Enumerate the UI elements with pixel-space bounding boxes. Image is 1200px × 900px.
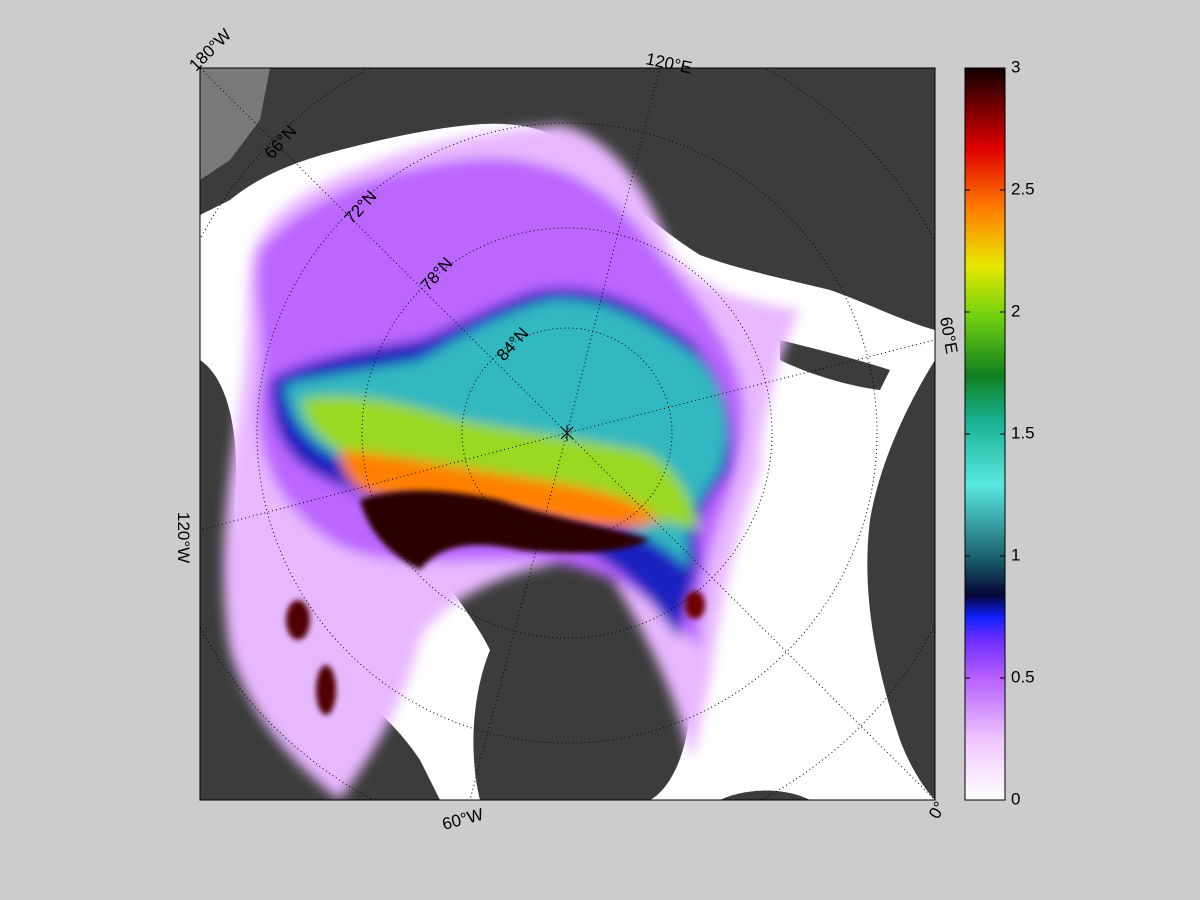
pole-marker (560, 425, 574, 441)
map-area (200, 68, 935, 800)
colorbar-ticks: 0 0.5 1 1.5 2 2.5 3 (965, 57, 1035, 808)
longitude-label: 60°E (936, 315, 961, 355)
longitude-label: 180°W (185, 25, 235, 75)
colorbar-tick-label: 0.5 (1011, 667, 1035, 686)
graticule (200, 68, 935, 800)
longitude-label: 60°W (440, 805, 485, 834)
colorbar-tick-label: 1 (1011, 545, 1020, 564)
sea-ice (223, 125, 801, 800)
colorbar (964, 67, 1006, 801)
map-frame (199, 67, 936, 801)
colorbar-tick-label: 3 (1011, 57, 1020, 76)
longitude-label: 120°W (174, 512, 193, 563)
longitude-label: 0° (925, 798, 950, 822)
masked-region (200, 68, 270, 180)
colorbar-tick-label: 0 (1011, 789, 1020, 808)
colorbar-tick-label: 1.5 (1011, 423, 1035, 442)
thick-ice (286, 490, 705, 715)
colorbar-tick-label: 2 (1011, 301, 1020, 320)
colorbar-tick-label: 2.5 (1011, 179, 1035, 198)
